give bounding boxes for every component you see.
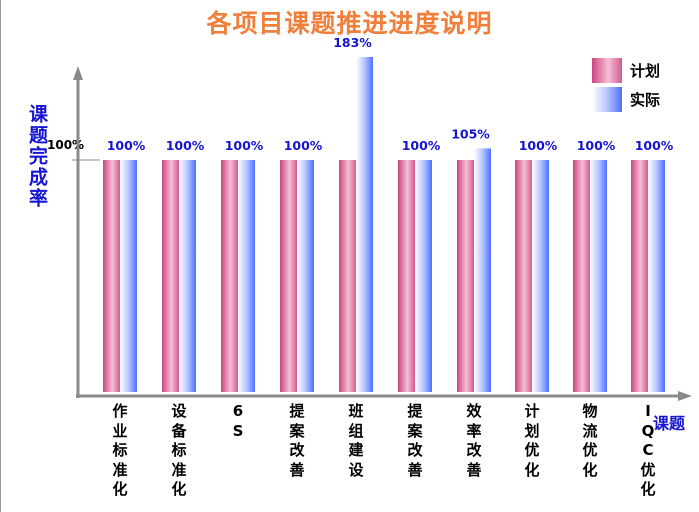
legend-item-plan: 计划 (592, 58, 660, 83)
category-label-7: 计划优化 (524, 402, 540, 479)
category-label-3: 提案改善 (289, 402, 305, 479)
data-label-5: 100% (402, 138, 441, 153)
bar-actual-7 (532, 160, 549, 392)
legend-item-actual: 实际 (592, 87, 660, 112)
bar-plan-8 (573, 160, 590, 392)
data-label-8: 100% (577, 138, 616, 153)
category-label-0: 作业标准化 (112, 402, 128, 498)
bar-actual-9 (648, 160, 665, 392)
legend-swatch-plan (592, 58, 622, 83)
data-label-6: 105% (451, 126, 490, 141)
bar-plan-1 (162, 160, 179, 392)
data-label-2: 100% (225, 138, 264, 153)
bar-plan-2 (221, 160, 238, 392)
legend-label-plan: 计划 (630, 62, 661, 80)
x-axis-title: 课题 (653, 414, 686, 433)
data-label-7: 100% (519, 138, 558, 153)
legend: 计划 实际 (592, 58, 660, 116)
category-label-2: 6S (232, 402, 244, 440)
bar-actual-1 (179, 160, 196, 392)
bar-plan-7 (515, 160, 532, 392)
data-label-0: 100% (107, 138, 146, 153)
data-label-4: 183% (333, 35, 372, 50)
axes-group (72, 66, 692, 401)
data-label-9: 100% (635, 138, 674, 153)
x-axis-arrowhead (678, 391, 692, 401)
bar-actual-0 (120, 160, 137, 392)
y-axis-title: 课题完成率 (26, 104, 48, 209)
category-label-8: 物流优化 (582, 402, 598, 479)
left-border-line (0, 0, 1, 512)
bar-actual-4 (356, 57, 373, 392)
legend-swatch-actual (592, 87, 622, 112)
bar-plan-4 (339, 160, 356, 392)
chart-title: 各项目课题推进进度说明 (206, 9, 493, 38)
category-label-9: IQC优化 (640, 402, 656, 498)
data-labels-group: 100% 100% 100% 100% 183% 100% 105% 100% 100% 100% (107, 35, 674, 153)
legend-label-actual: 实际 (630, 91, 661, 109)
bar-plan-6 (457, 160, 474, 392)
bar-actual-2 (238, 160, 255, 392)
bar-actual-6 (474, 148, 491, 392)
bar-plan-0 (103, 160, 120, 392)
bar-plan-9 (631, 160, 648, 392)
bars-group (103, 57, 665, 392)
bar-actual-8 (590, 160, 607, 392)
category-label-5: 提案改善 (407, 402, 423, 479)
category-label-4: 班组建设 (348, 402, 364, 479)
category-label-1: 设备标准化 (171, 402, 187, 498)
y-reference-tick-label: 100% (47, 138, 85, 152)
data-label-3: 100% (284, 138, 323, 153)
bar-actual-3 (297, 160, 314, 392)
data-label-1: 100% (166, 138, 205, 153)
bar-plan-3 (280, 160, 297, 392)
y-axis-arrowhead (73, 66, 83, 80)
bar-plan-5 (398, 160, 415, 392)
category-label-6: 效率改善 (466, 402, 482, 479)
bar-actual-5 (415, 160, 432, 392)
